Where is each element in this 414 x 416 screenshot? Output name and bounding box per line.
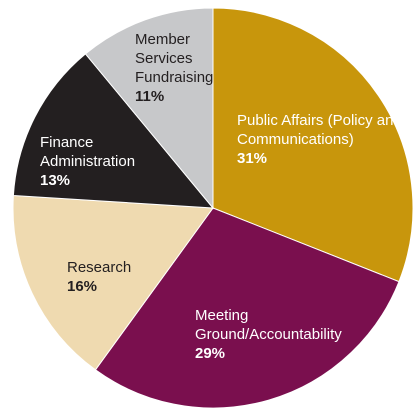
pie-slice — [212, 7, 414, 283]
pie-slice — [94, 207, 400, 409]
slice-label: Finance Administration 13% — [40, 133, 160, 190]
slice-label: Research 16% — [67, 258, 157, 296]
category-label: Research — [67, 259, 132, 276]
pie-slice — [84, 7, 214, 210]
value-label: 11% — [135, 88, 165, 105]
slice-label: Public Affairs (Policy and Communication… — [237, 111, 402, 168]
pie-slice — [12, 53, 215, 209]
slice-label: Meeting Ground/Accountability 29% — [195, 306, 395, 363]
category-label: Member Services Fundraising — [135, 31, 214, 86]
value-label: 29% — [195, 345, 226, 362]
value-label: 31% — [237, 150, 268, 167]
category-label: Public Affairs (Policy and Communication… — [237, 112, 402, 148]
value-label: 16% — [67, 278, 98, 295]
category-label: Meeting Ground/Accountability — [195, 307, 342, 343]
slice-label: Member Services Fundraising 11% — [135, 30, 235, 106]
pie-slice — [12, 194, 214, 371]
category-label: Finance Administration — [40, 134, 136, 170]
value-label: 13% — [40, 172, 71, 189]
